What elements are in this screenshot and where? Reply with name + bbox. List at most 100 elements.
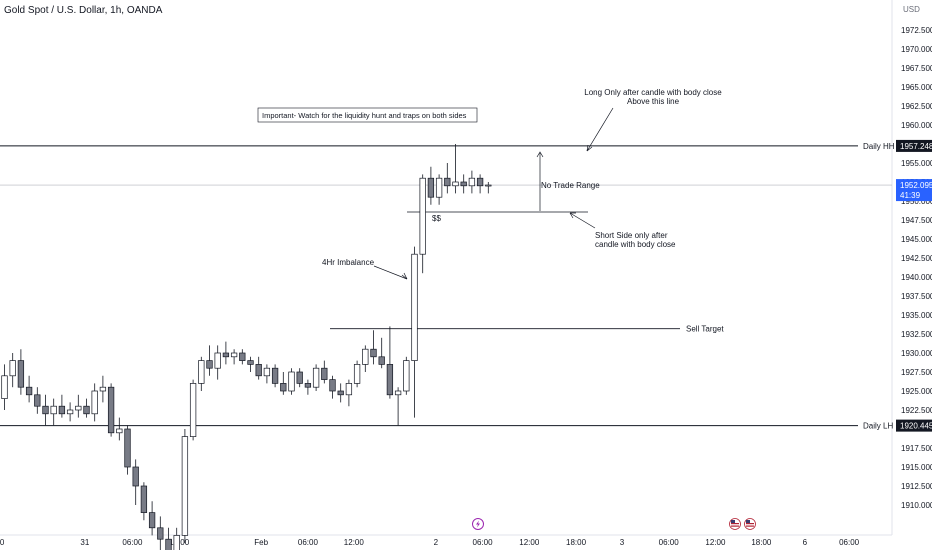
current-price-value: 1952.095 [900,181,932,190]
y-tick-label: 1910.000 [901,501,932,510]
short-side-note: Short Side only after [595,231,668,240]
x-tick-label: 2 [434,538,439,547]
candle-body [181,436,189,536]
x-tick-label: 18:00 [566,538,587,547]
y-tick-label: 1965.000 [901,83,932,92]
y-tick-label: 1927.500 [901,368,932,377]
y-tick-label: 1967.500 [901,64,932,73]
candle-body [50,405,57,415]
candle-body [271,367,279,384]
current-price-badge [896,179,932,202]
y-tick-label: 1922.500 [901,406,932,415]
flag-stripe [746,523,754,525]
long-only-arrowhead [586,144,593,152]
level-label: Daily LH [863,422,893,431]
level-label: Daily HH [863,142,895,151]
candle-body [370,348,377,358]
imbalance-label: 4Hr Imbalance [322,258,375,267]
y-tick-label: 1942.500 [901,254,932,263]
flag-stripe [746,525,754,527]
candle-body [435,177,443,198]
candle-body [157,527,164,540]
level-badge-price: 1920.445 [900,422,932,431]
candle-body [444,177,451,187]
candle-body [91,390,98,415]
candle-body [165,538,172,550]
candle-body [25,386,33,396]
y-tick-label: 1930.000 [901,349,932,358]
candle-body [66,409,74,415]
y-tick-label: 1970.000 [901,45,932,54]
candle-body [362,348,369,365]
important-note: Important- Watch for the liquidity hunt … [262,111,467,120]
candle-body [280,383,287,392]
x-tick-label: 06:00 [659,538,680,547]
y-tick-label: 1940.000 [901,273,932,282]
long-only-note: Long Only after candle with body close [584,88,722,97]
candle-body [198,360,205,384]
short-side-arrowhead [569,212,576,219]
long-only-arrow [586,107,614,152]
candle-body [386,364,394,396]
candle-body [173,535,180,550]
candle-body [345,383,353,396]
x-tick-label: 12:00 [705,538,726,547]
flag-canton [746,520,750,523]
level-badge [896,139,932,152]
candle-body [394,390,402,396]
x-tick-label: 12:00 [519,538,540,547]
y-tick-label: 1937.500 [901,292,932,301]
candle-body [263,367,271,377]
candle-body [304,383,312,388]
candle-body [148,512,156,529]
no-trade-label: No Trade Range [541,181,600,190]
candle-body [1,375,8,399]
x-tick-label: 31 [80,538,89,547]
candle-body [288,371,295,392]
candle-body [116,428,123,434]
candle-body [247,360,254,365]
flag-stripe [731,525,739,527]
level-badge [896,419,932,432]
y-tick-label: 1935.000 [901,311,932,320]
y-tick-label: 1947.500 [901,216,932,225]
candle-body [411,253,418,361]
candle-body [312,367,320,388]
x-tick-label: 06:00 [122,538,143,547]
candle-body [214,352,221,369]
flag-stripe [731,523,739,525]
candle-body [419,177,426,255]
x-tick-label: 18:00 [751,538,772,547]
candle-body [337,390,344,396]
currency-label: USD [903,5,920,14]
candle-countdown: 41:39 [900,191,921,200]
candle-body [140,485,148,513]
x-tick-label: 06:00 [298,538,319,547]
candle-body [107,386,115,434]
lightning-bolt [476,520,480,528]
candle-body [99,386,107,392]
flag-canton [731,520,735,523]
level-badge-price: 1957.248 [900,142,932,151]
candle-body [132,466,139,487]
liquidity-mark: $$ [432,214,441,223]
candle-body [75,405,82,411]
short-side-note: candle with body close [595,240,676,249]
candle-body [83,405,90,415]
candle-body [476,177,484,187]
no-trade-arrowhead [536,151,544,158]
candle-body [452,181,459,187]
imbalance-arrow [373,265,408,280]
x-tick-label: 6 [803,538,808,547]
short-side-arrow [569,212,596,229]
candle-body [329,379,336,392]
long-only-note: Above this line [627,97,680,106]
y-tick-label: 1917.500 [901,444,932,453]
y-tick-label: 1925.000 [901,387,932,396]
y-tick-label: 1915.000 [901,463,932,472]
important-note-box [257,107,478,123]
x-tick-label: 3 [620,538,625,547]
y-tick-label: 1932.500 [901,330,932,339]
y-tick-label: 1955.000 [901,159,932,168]
